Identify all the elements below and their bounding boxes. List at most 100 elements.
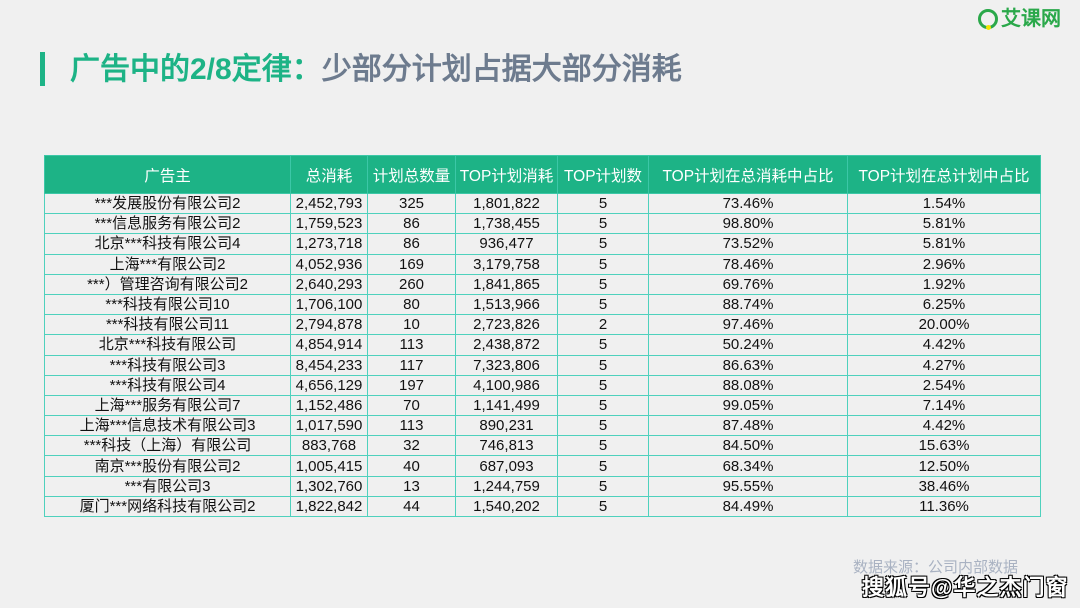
cell-plan-count: 117 — [367, 354, 456, 376]
cell-top-count: 5 — [557, 192, 649, 215]
cell-advertiser: ***科技（上海）有限公司 — [44, 435, 291, 457]
table-row: ***科技（上海）有限公司 883,768 32 746,813 5 84.50% 15.6… — [44, 435, 1041, 457]
cell-top-count: 5 — [557, 415, 649, 437]
cell-advertiser: 上海***服务有限公司7 — [44, 394, 291, 417]
table-row: 上海***信息技术有限公司3 1,017,590 113 890,231 5 87.48%… — [44, 415, 1041, 437]
logo-circle-icon — [978, 9, 998, 30]
header-top-count: TOP计划数 — [557, 155, 649, 194]
cell-top-spend-ratio: 86.63% — [648, 354, 848, 376]
cell-top-count: 2 — [557, 314, 649, 336]
cell-top-spend: 3,179,758 — [455, 253, 558, 275]
cell-top-plan-ratio: 2.54% — [847, 374, 1041, 396]
table-row: 上海***服务有限公司7 1,152,486 70 1,141,499 5 99.05% 7… — [44, 394, 1041, 417]
cell-top-plan-ratio: 4.27% — [847, 354, 1041, 376]
cell-top-count: 5 — [557, 394, 649, 417]
header-plan-count: 计划总数量 — [367, 155, 456, 194]
cell-top-count: 5 — [557, 435, 649, 457]
cell-plan-count: 80 — [367, 293, 456, 316]
cell-top-spend: 7,323,806 — [455, 354, 558, 376]
cell-advertiser: 北京***科技有限公司4 — [44, 233, 291, 255]
cell-top-count: 5 — [557, 354, 649, 376]
table-row: ***科技有限公司3 8,454,233 117 7,323,806 5 86.63% 4.… — [44, 354, 1041, 376]
cell-top-plan-ratio: 7.14% — [847, 394, 1041, 417]
cell-plan-count: 169 — [367, 253, 456, 275]
table-row: 北京***科技有限公司 4,854,914 113 2,438,872 5 50.24% 4… — [44, 334, 1041, 356]
cell-top-count: 5 — [557, 253, 649, 275]
watermark: 搜狐号@华之杰门窗 — [862, 575, 1069, 600]
cell-total-spend: 1,706,100 — [290, 293, 368, 316]
cell-plan-count: 197 — [367, 374, 456, 396]
cell-top-plan-ratio: 5.81% — [847, 213, 1041, 235]
header-total-spend: 总消耗 — [290, 155, 368, 194]
cell-plan-count: 32 — [367, 435, 456, 457]
cell-top-spend-ratio: 87.48% — [648, 415, 848, 437]
cell-top-count: 5 — [557, 273, 649, 295]
cell-plan-count: 86 — [367, 233, 456, 255]
cell-plan-count: 44 — [367, 495, 456, 518]
cell-top-plan-ratio: 1.92% — [847, 273, 1041, 295]
logo-text: 艾课网 — [1001, 8, 1061, 30]
cell-plan-count: 86 — [367, 213, 456, 235]
cell-plan-count: 325 — [367, 192, 456, 215]
header-top-spend-ratio: TOP计划在总消耗中占比 — [648, 155, 848, 194]
cell-total-spend: 4,656,129 — [290, 374, 368, 396]
cell-top-count: 5 — [557, 233, 649, 255]
cell-advertiser: 上海***有限公司2 — [44, 253, 291, 275]
cell-top-spend-ratio: 50.24% — [648, 334, 848, 356]
cell-top-plan-ratio: 4.42% — [847, 334, 1041, 356]
cell-total-spend: 1,759,523 — [290, 213, 368, 235]
cell-top-spend-ratio: 84.49% — [648, 495, 848, 518]
cell-top-plan-ratio: 20.00% — [847, 314, 1041, 336]
cell-top-spend-ratio: 88.74% — [648, 293, 848, 316]
cell-top-spend-ratio: 68.34% — [648, 455, 848, 477]
table-row: ***发展股份有限公司2 2,452,793 325 1,801,822 5 73.46%… — [44, 192, 1041, 215]
cell-top-count: 5 — [557, 455, 649, 477]
cell-top-spend: 1,738,455 — [455, 213, 558, 235]
cell-top-plan-ratio: 4.42% — [847, 415, 1041, 437]
cell-advertiser: ***科技有限公司10 — [44, 293, 291, 316]
cell-top-plan-ratio: 1.54% — [847, 192, 1041, 215]
cell-total-spend: 1,017,590 — [290, 415, 368, 437]
cell-plan-count: 113 — [367, 334, 456, 356]
table-header-row: 广告主 总消耗 计划总数量 TOP计划消耗 TOP计划数 TOP计划在总消耗中占… — [44, 155, 1041, 194]
cell-top-plan-ratio: 2.96% — [847, 253, 1041, 275]
cell-top-plan-ratio: 38.46% — [847, 475, 1041, 497]
cell-top-spend: 1,244,759 — [455, 475, 558, 497]
cell-total-spend: 883,768 — [290, 435, 368, 457]
cell-total-spend: 1,273,718 — [290, 233, 368, 255]
table-row: ***有限公司3 1,302,760 13 1,244,759 5 95.55% 38.46… — [44, 475, 1041, 497]
header-top-plan-ratio: TOP计划在总计划中占比 — [847, 155, 1041, 194]
cell-advertiser: ***科技有限公司11 — [44, 314, 291, 336]
cell-top-count: 5 — [557, 213, 649, 235]
cell-top-spend: 1,513,966 — [455, 293, 558, 316]
table-row: 南京***股份有限公司2 1,005,415 40 687,093 5 68.34% 12.… — [44, 455, 1041, 477]
cell-top-spend-ratio: 88.08% — [648, 374, 848, 396]
cell-advertiser: ***有限公司3 — [44, 475, 291, 497]
cell-advertiser: 上海***信息技术有限公司3 — [44, 415, 291, 437]
cell-top-plan-ratio: 5.81% — [847, 233, 1041, 255]
cell-top-spend: 1,801,822 — [455, 192, 558, 215]
cell-total-spend: 4,052,936 — [290, 253, 368, 275]
table-row: ***科技有限公司4 4,656,129 197 4,100,986 5 88.08% 2.… — [44, 374, 1041, 396]
table-row: 上海***有限公司2 4,052,936 169 3,179,758 5 78.46% 2.… — [44, 253, 1041, 275]
cell-advertiser: 厦门***网络科技有限公司2 — [44, 495, 291, 518]
cell-top-spend-ratio: 97.46% — [648, 314, 848, 336]
page-title-rest: 少部分计划占据大部分消耗 — [321, 53, 682, 86]
table-row: ***信息服务有限公司2 1,759,523 86 1,738,455 5 98.80% 5… — [44, 213, 1041, 235]
cell-top-spend-ratio: 84.50% — [648, 435, 848, 457]
cell-plan-count: 10 — [367, 314, 456, 336]
cell-advertiser: 北京***科技有限公司 — [44, 334, 291, 356]
cell-advertiser: ***信息服务有限公司2 — [44, 213, 291, 235]
cell-total-spend: 8,454,233 — [290, 354, 368, 376]
cell-total-spend: 1,152,486 — [290, 394, 368, 417]
page-title-highlight: 广告中的2/8定律： — [70, 53, 322, 86]
table-row: 厦门***网络科技有限公司2 1,822,842 44 1,540,202 5 84.49… — [44, 495, 1041, 518]
cell-advertiser: ***科技有限公司4 — [44, 374, 291, 396]
cell-top-spend: 936,477 — [455, 233, 558, 255]
advertiser-table: 广告主 总消耗 计划总数量 TOP计划消耗 TOP计划数 TOP计划在总消耗中占… — [44, 155, 1041, 518]
cell-top-count: 5 — [557, 475, 649, 497]
cell-top-plan-ratio: 12.50% — [847, 455, 1041, 477]
cell-top-spend-ratio: 99.05% — [648, 394, 848, 417]
cell-top-spend: 746,813 — [455, 435, 558, 457]
cell-advertiser: 南京***股份有限公司2 — [44, 455, 291, 477]
